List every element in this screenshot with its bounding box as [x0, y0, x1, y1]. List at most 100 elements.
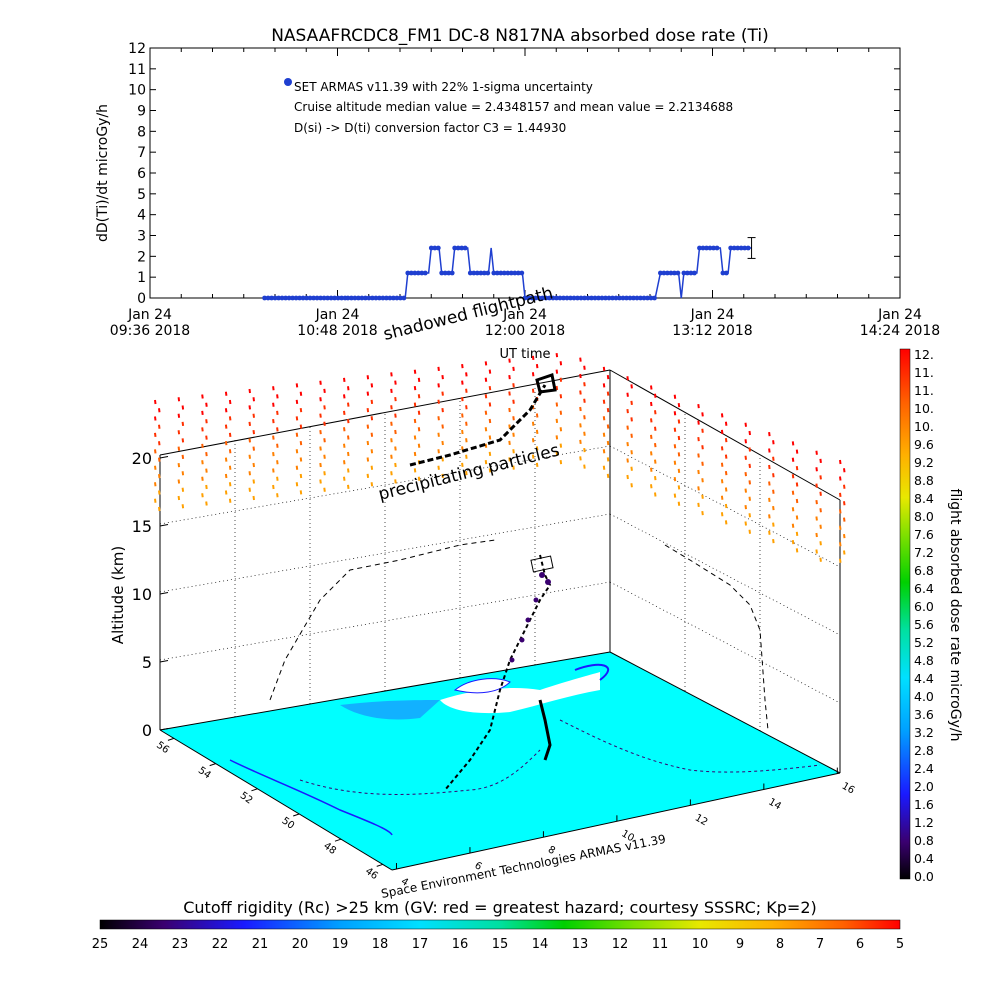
dose-marker — [290, 295, 295, 301]
y-tick-label: 5 — [137, 187, 146, 203]
particle-dash — [370, 383, 374, 388]
particle-dash — [654, 492, 657, 497]
particle-dash — [181, 421, 185, 427]
dose-marker — [467, 270, 473, 276]
particle-dash — [724, 503, 728, 509]
dose-marker — [452, 245, 458, 251]
particle-dash — [720, 429, 724, 435]
dose-marker — [617, 295, 622, 301]
particle-dash — [815, 450, 818, 455]
particle-dash — [370, 482, 374, 487]
ground-map — [160, 652, 840, 870]
particle-dash — [626, 458, 629, 463]
dose-marker — [610, 295, 615, 301]
particle-dash — [323, 421, 326, 426]
particle-dash — [815, 532, 818, 538]
particle-dash — [177, 446, 181, 451]
dose-marker — [512, 270, 518, 276]
particle-dash — [724, 487, 728, 492]
dose-marker — [658, 270, 663, 276]
dose-marker — [641, 295, 647, 301]
particle-dash — [484, 459, 488, 465]
dose-marker — [585, 295, 591, 301]
dose-colorbar-tick-label: 4.0 — [914, 689, 934, 704]
particle-dash — [488, 418, 492, 424]
dose-marker — [599, 295, 605, 301]
dose-marker — [498, 270, 504, 276]
particle-dash — [772, 440, 775, 445]
particle-dash — [583, 365, 586, 370]
dose-marker — [455, 245, 461, 251]
particle-dash — [461, 363, 464, 369]
rigidity-tick-label: 18 — [372, 937, 389, 952]
particle-dash — [181, 471, 185, 476]
particle-dash — [583, 382, 586, 387]
particle-dash — [177, 462, 181, 468]
dose-colorbar-tick-label: 8.4 — [914, 491, 934, 506]
dose-marker — [283, 295, 288, 301]
dose-marker — [415, 270, 421, 276]
particle-dash — [839, 509, 842, 514]
particle-dash — [744, 455, 747, 460]
particle-dash — [370, 465, 374, 470]
dose-marker — [471, 270, 477, 276]
particle-dash — [606, 424, 610, 429]
particle-dash — [701, 510, 704, 516]
particle-dash — [343, 410, 346, 416]
particle-dash — [370, 449, 374, 454]
rigidity-tick-label: 17 — [412, 937, 429, 952]
particle-dash — [394, 479, 397, 484]
particle-dash — [228, 449, 232, 454]
particle-dash — [724, 470, 728, 476]
particle-dash — [535, 429, 539, 435]
dose-series — [262, 237, 756, 301]
dose-marker — [449, 270, 455, 276]
particle-dash — [205, 419, 208, 424]
particle-dash — [295, 449, 299, 454]
particle-dash — [465, 388, 468, 393]
dose-colorbar-tick-label: 3.2 — [914, 725, 934, 740]
particle-dash — [272, 402, 275, 407]
dose-colorbar-tick-label: 2.0 — [914, 779, 934, 794]
particle-dash — [555, 369, 559, 374]
particle-dash — [394, 396, 397, 402]
y-tick-label: 0 — [137, 291, 146, 307]
particle-dash — [654, 426, 657, 431]
particle-dash — [535, 413, 539, 418]
particle-dash — [343, 377, 346, 383]
rigidity-tick-label: 22 — [212, 937, 229, 952]
dose-marker — [661, 270, 667, 276]
rigidity-colorbar-ticks: 25 24 23 22 21 20 19 18 17 16 15 14 13 12 11 10 9 8 7 6 5 — [92, 937, 904, 952]
dose-colorbar-tick-label: 1.2 — [914, 815, 934, 830]
particle-dash — [654, 459, 657, 464]
particle-dash — [276, 394, 279, 399]
dose-marker — [526, 295, 531, 301]
legend-marker — [284, 78, 292, 86]
dose-marker — [262, 295, 267, 301]
particle-dash — [630, 400, 633, 406]
dose-marker — [377, 295, 382, 301]
dose-marker — [370, 295, 375, 301]
particle-dash — [461, 462, 464, 468]
particle-dash — [697, 436, 700, 442]
rigidity-tick-label: 11 — [652, 937, 669, 952]
particle-dash — [744, 504, 747, 510]
particle-dash — [299, 391, 303, 396]
dose-marker — [485, 270, 491, 276]
particle-dash — [323, 471, 326, 476]
particle-dash — [205, 484, 208, 490]
particle-dash — [650, 484, 653, 489]
particle-dash — [461, 413, 464, 418]
particle-dash — [602, 465, 606, 470]
particle-dash — [413, 468, 417, 473]
dose-marker — [408, 270, 414, 276]
altitude-tick — [159, 524, 169, 527]
particle-dash — [228, 498, 232, 503]
dose-marker — [318, 295, 323, 301]
dose-colorbar-tick-label: 11. — [914, 383, 934, 398]
particle-dash — [630, 384, 633, 389]
dose-marker — [707, 245, 713, 251]
particle-dash — [772, 456, 775, 461]
y-tick-label: 4 — [137, 208, 146, 224]
